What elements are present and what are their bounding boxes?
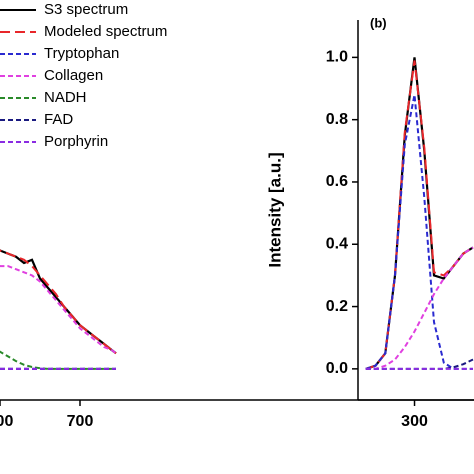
series-line <box>0 265 117 355</box>
x-tick-label: 700 <box>67 413 94 430</box>
x-tick-label: 300 <box>401 413 428 430</box>
series-line <box>365 246 474 370</box>
y-tick-label: 0.8 <box>326 111 348 128</box>
legend-label: Tryptophan <box>44 45 119 62</box>
y-tick-label: 0.4 <box>326 235 348 252</box>
series-line <box>0 249 117 355</box>
legend-label: NADH <box>44 89 87 106</box>
series-line <box>365 94 473 370</box>
series-line <box>0 249 117 355</box>
y-tick-label: 0.2 <box>326 298 348 315</box>
legend-label: Modeled spectrum <box>44 23 167 40</box>
legend-label: Porphyrin <box>44 133 108 150</box>
legend-label: S3 spectrum <box>44 1 128 18</box>
legend-label: FAD <box>44 111 73 128</box>
y-tick-label: 0.6 <box>326 173 348 190</box>
panel-label: (b) <box>370 15 387 30</box>
legend-label: Collagen <box>44 67 103 84</box>
y-tick-label: 1.0 <box>326 49 348 66</box>
series-line <box>0 350 116 370</box>
y-tick-label: 0.0 <box>326 360 348 377</box>
x-tick-label: 600 <box>0 413 13 430</box>
y-axis-label: Intensity [a.u.] <box>265 152 284 267</box>
